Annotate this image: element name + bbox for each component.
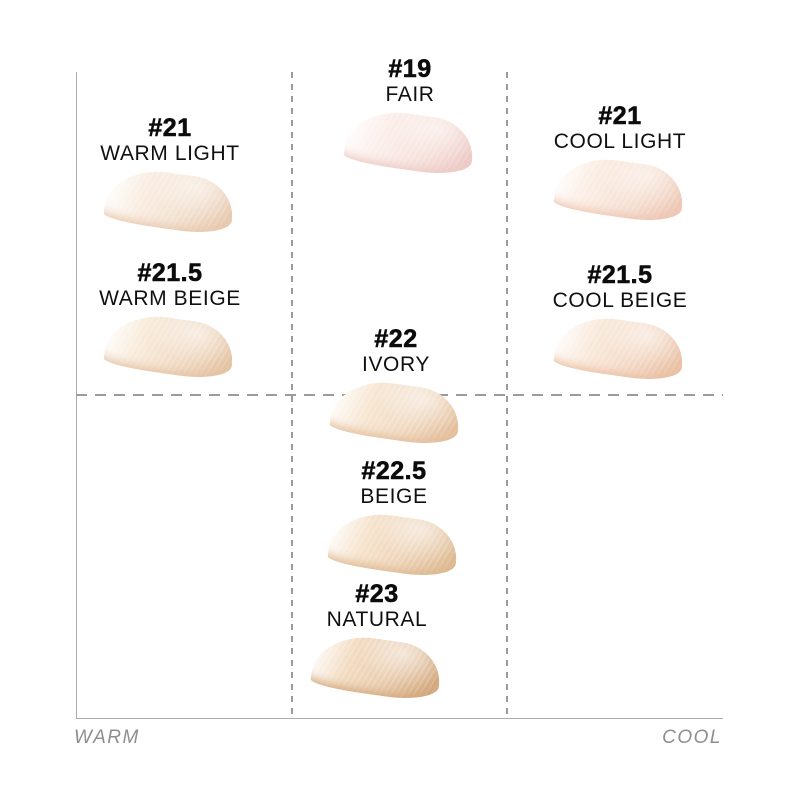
shade-number: #22.5 — [361, 457, 427, 486]
shade-name: FAIR — [385, 83, 435, 106]
shade-number: #21 — [148, 114, 192, 143]
shade-name: IVORY — [362, 353, 430, 376]
shade-group-21-cool-light: #21 COOL LIGHT — [505, 102, 735, 226]
axis-bottom-line — [76, 718, 723, 719]
shade-name: COOL LIGHT — [553, 130, 687, 153]
shade-name: WARM BEIGE — [99, 287, 241, 310]
shade-name: WARM LIGHT — [100, 142, 240, 165]
shade-number: #22 — [374, 325, 418, 354]
cool-axis-label: COOL — [662, 727, 722, 748]
shade-number: #23 — [355, 580, 399, 609]
shade-swatch — [342, 104, 478, 179]
shade-group-23-natural: #23 NATURAL — [262, 580, 492, 704]
shade-group-21-warm-light: #21 WARM LIGHT — [55, 114, 285, 238]
shade-swatch — [326, 506, 462, 581]
shade-group-22-ivory: #22 IVORY — [281, 325, 511, 449]
shade-name: COOL BEIGE — [552, 289, 688, 312]
warm-axis-label: WARM — [74, 727, 140, 748]
shade-swatch — [102, 308, 238, 383]
shade-swatch — [309, 629, 445, 704]
shade-name: BEIGE — [360, 485, 428, 508]
shade-group-21-5-warm-beige: #21.5 WARM BEIGE — [55, 259, 285, 383]
shade-swatch — [552, 310, 688, 385]
shade-number: #19 — [388, 55, 432, 84]
shade-swatch — [102, 163, 238, 238]
shade-group-21-5-cool-beige: #21.5 COOL BEIGE — [505, 261, 735, 385]
shade-number: #21.5 — [587, 261, 653, 290]
shade-swatch — [328, 374, 464, 449]
shade-number: #21.5 — [137, 259, 203, 288]
shade-name: NATURAL — [326, 608, 428, 631]
shade-group-19-fair: #19 FAIR — [295, 55, 525, 179]
shade-swatch — [552, 151, 688, 226]
shade-number: #21 — [598, 102, 642, 131]
shade-group-22-5-beige: #22.5 BEIGE — [279, 457, 509, 581]
